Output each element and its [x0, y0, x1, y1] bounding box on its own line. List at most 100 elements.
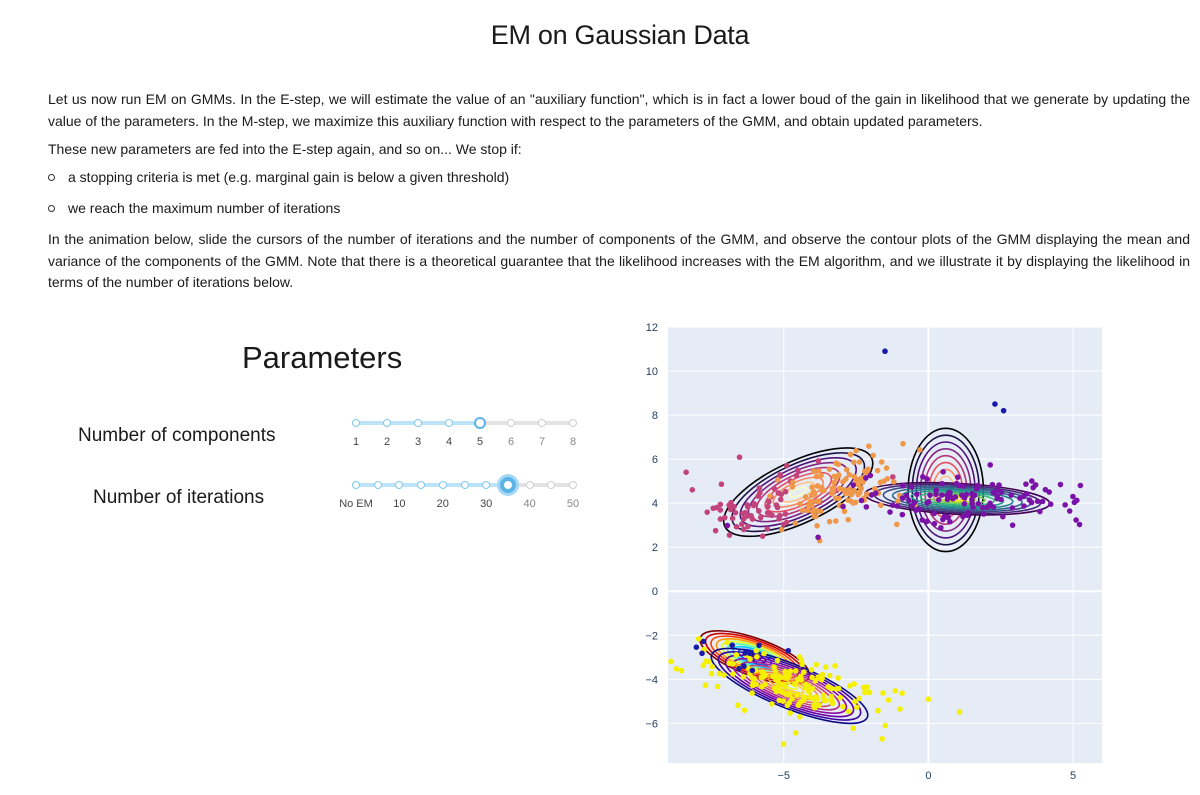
- data-point: [776, 697, 783, 704]
- data-point: [989, 481, 996, 488]
- data-point: [749, 690, 755, 696]
- data-point: [787, 668, 794, 675]
- data-point: [747, 650, 753, 657]
- data-point: [889, 502, 896, 508]
- data-point: [742, 650, 748, 656]
- data-point: [1021, 503, 1027, 509]
- slider-tick-label: 1: [352, 436, 360, 448]
- data-point: [759, 669, 766, 675]
- data-point: [1047, 501, 1054, 507]
- data-point: [906, 497, 912, 504]
- data-point: [956, 482, 963, 489]
- data-point: [1042, 486, 1049, 493]
- data-point: [807, 694, 813, 700]
- data-point: [956, 709, 963, 715]
- data-point: [798, 657, 805, 663]
- data-point: [887, 509, 893, 515]
- gmm-contour-plot[interactable]: −6 −4 −2 0 2 4 6 8 10 12 −5 0 5: [620, 315, 1190, 785]
- data-point: [850, 459, 857, 465]
- data-point: [885, 697, 892, 703]
- data-point: [808, 666, 815, 673]
- data-point: [815, 458, 822, 464]
- data-point: [789, 484, 796, 490]
- data-point: [815, 534, 821, 541]
- data-point: [882, 722, 889, 729]
- slider-step-dot: [352, 419, 360, 427]
- slider-step-dot: [569, 481, 577, 489]
- data-point: [756, 642, 762, 649]
- slider-handle[interactable]: [499, 477, 516, 493]
- data-point: [714, 683, 721, 690]
- data-point: [815, 468, 822, 474]
- data-point: [700, 662, 707, 669]
- data-point: [857, 485, 864, 491]
- data-point: [809, 674, 815, 681]
- data-point: [1023, 481, 1029, 487]
- slider-step-dot: [395, 481, 404, 489]
- data-point: [1062, 502, 1068, 508]
- data-point: [1076, 521, 1083, 528]
- slider-step-dot: [507, 419, 515, 427]
- data-point: [913, 507, 919, 514]
- data-point: [756, 485, 763, 491]
- data-point: [935, 496, 942, 503]
- data-point: [810, 468, 817, 474]
- data-point: [756, 508, 762, 514]
- data-point: [924, 476, 930, 482]
- slider-track-fill: [356, 483, 508, 487]
- data-point: [933, 487, 940, 494]
- y-tick-label: 0: [652, 586, 658, 598]
- data-point: [900, 482, 906, 489]
- contour-ring: [710, 647, 869, 725]
- slider-tick-label: 5: [476, 436, 484, 448]
- data-point: [753, 681, 760, 688]
- components-label: Number of components: [78, 425, 276, 446]
- data-point: [992, 401, 998, 407]
- data-point: [980, 511, 987, 517]
- data-point: [931, 510, 937, 517]
- data-point: [802, 494, 809, 500]
- data-point: [712, 527, 719, 534]
- stop-criteria-intro: These new parameters are fed into the E-…: [48, 141, 522, 157]
- data-point: [795, 467, 801, 474]
- data-point: [851, 681, 857, 687]
- slider-step-dot: [460, 481, 469, 489]
- data-point: [851, 487, 857, 494]
- data-point: [831, 479, 837, 486]
- data-point: [840, 703, 846, 710]
- data-point: [863, 504, 870, 510]
- slider-handle[interactable]: [474, 417, 486, 429]
- slider-step-dot: [414, 419, 422, 427]
- data-point: [735, 702, 741, 709]
- data-point: [733, 652, 740, 658]
- data-point: [965, 509, 972, 516]
- data-point: [853, 447, 859, 454]
- data-points: [668, 348, 1084, 747]
- data-point: [850, 482, 857, 488]
- data-point: [892, 687, 899, 694]
- data-point: [710, 505, 717, 512]
- data-point: [778, 526, 785, 533]
- data-point: [784, 702, 791, 709]
- data-point: [852, 698, 858, 705]
- data-point: [987, 462, 994, 468]
- data-point: [1057, 481, 1064, 488]
- data-point: [862, 468, 868, 475]
- data-point: [683, 469, 689, 475]
- data-point: [826, 518, 833, 525]
- data-point: [678, 667, 685, 674]
- data-point: [845, 516, 852, 523]
- data-point: [879, 735, 885, 742]
- slider-tick-label: 7: [538, 436, 546, 448]
- data-point: [733, 523, 740, 530]
- slider-tick-label: 40: [523, 498, 536, 510]
- slider-tick-label: 20: [436, 498, 449, 510]
- data-point: [908, 484, 915, 490]
- y-tick-label: 6: [652, 454, 658, 466]
- data-point: [866, 689, 873, 696]
- data-point: [708, 670, 715, 677]
- data-point: [799, 507, 806, 514]
- data-point: [792, 668, 799, 674]
- data-point: [797, 714, 803, 720]
- y-tick-label: 12: [646, 322, 658, 334]
